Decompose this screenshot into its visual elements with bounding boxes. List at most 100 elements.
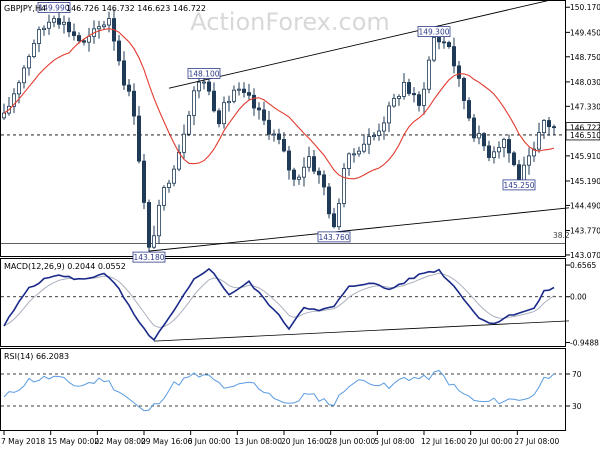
candle-body — [401, 82, 406, 97]
candle-body — [216, 110, 221, 125]
price-tick-label: 149.450 — [570, 28, 600, 37]
candle-body — [37, 29, 42, 44]
time-tick-label: 6 Jun 00:00 — [188, 437, 231, 446]
candle-body — [161, 187, 166, 206]
candle-body — [456, 65, 461, 79]
price-tick-label: 143.070 — [570, 251, 600, 260]
price-tick-label: 144.490 — [570, 201, 600, 210]
macd-panel-frame — [0, 258, 566, 347]
candle-body — [547, 120, 552, 128]
rsi-axis: 70 30 — [566, 370, 582, 411]
candle-body — [326, 186, 331, 215]
candle-body — [296, 176, 301, 180]
time-tick-label: 27 Jul 08:00 — [514, 437, 559, 446]
candle-body — [261, 109, 266, 121]
channel-trendline — [148, 207, 570, 252]
candle-body — [241, 88, 246, 93]
candle-body — [522, 164, 527, 183]
ohlc-label: 146.726 146.732 146.623 146.722 — [66, 4, 206, 13]
time-tick-label: 20 Jun 16:00 — [281, 437, 329, 446]
macd-tick-label: -0.9488 — [570, 339, 599, 348]
price-annotation-label: 143.760 — [318, 233, 349, 242]
price-trendlines — [148, 0, 570, 252]
candle-body — [501, 139, 506, 148]
price-annotation-label: 143.180 — [133, 253, 164, 262]
candle-body — [306, 156, 311, 168]
candle-body — [311, 156, 316, 172]
candle-body — [166, 182, 171, 188]
candle-body — [532, 148, 537, 157]
candle-body — [191, 90, 196, 116]
candle-body — [542, 120, 547, 133]
candle-body — [102, 24, 107, 28]
price-tick-label: 146.722 — [570, 124, 600, 133]
candle-body — [291, 169, 296, 180]
macd-tick-label: 0.6565 — [570, 261, 596, 270]
candle-body — [47, 21, 52, 29]
candle-body — [256, 107, 261, 111]
price-annotation-label: 148.100 — [188, 69, 219, 78]
candle-body — [376, 130, 381, 136]
candle-body — [72, 31, 77, 36]
candle-body — [26, 56, 31, 69]
rsi-tick-label: 70 — [572, 370, 582, 379]
candle-body — [236, 88, 241, 91]
candle-body — [331, 213, 336, 228]
candle-body — [286, 150, 291, 171]
candle-body — [181, 133, 186, 153]
time-tick-label: 5 Jul 08:00 — [374, 437, 414, 446]
price-axis: 150.170 149.450 148.750 148.030 147.330 146.7… — [565, 3, 600, 260]
rsi-panel-frame — [0, 348, 566, 431]
candle-body — [122, 60, 127, 86]
candle-body — [336, 203, 341, 228]
candle-body — [451, 46, 456, 67]
time-tick-label: 22 May 08:00 — [94, 437, 146, 446]
candle-body — [82, 40, 87, 43]
candle-body — [461, 77, 466, 101]
macd-line — [3, 267, 555, 342]
candle-body — [316, 170, 321, 176]
candle-body — [441, 41, 446, 44]
candle-body — [537, 132, 542, 150]
time-tick-label: 20 Jul 00:00 — [468, 437, 513, 446]
macd-title: MACD(12,26,9) 0.2044 0.0552 — [4, 262, 126, 271]
time-tick-label: 13 Jun 08:00 — [234, 437, 282, 446]
price-annotation-box — [187, 68, 221, 79]
price-tick-label: 145.910 — [570, 152, 600, 161]
candle-body — [2, 112, 7, 119]
moving-average-layer — [3, 28, 555, 180]
macd-trendline — [153, 320, 570, 342]
candle-body — [321, 174, 326, 188]
candle-body — [77, 35, 82, 42]
candle-body — [491, 151, 496, 158]
price-tick-label: 148.750 — [570, 53, 600, 62]
candle-body — [136, 115, 141, 162]
candle-body — [42, 27, 47, 30]
candle-body — [87, 35, 92, 43]
candle-body — [221, 102, 226, 125]
candle-body — [251, 94, 256, 109]
candle-body — [156, 204, 161, 237]
candle-body — [386, 105, 391, 124]
candle-body — [426, 59, 431, 90]
price-panel-frame — [0, 0, 566, 257]
price-annotation-box — [37, 2, 71, 13]
candle-body — [226, 100, 231, 104]
candle-body — [107, 18, 112, 26]
candle-body — [512, 152, 517, 166]
candle-body — [62, 21, 67, 25]
fib-label: 38.2 — [553, 231, 570, 240]
candle-body — [266, 119, 271, 135]
candle-body — [371, 135, 376, 137]
price-annotation-box — [132, 251, 166, 263]
channel-trendline — [168, 0, 553, 89]
candle-body — [52, 18, 57, 23]
rsi-line — [3, 369, 555, 412]
candle-body — [196, 81, 201, 92]
price-annotation-box — [417, 26, 451, 37]
price-marker-box — [565, 129, 600, 141]
candle-body — [346, 153, 351, 169]
